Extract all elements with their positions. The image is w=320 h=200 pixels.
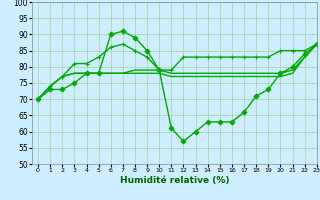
X-axis label: Humidité relative (%): Humidité relative (%) [120, 176, 229, 185]
